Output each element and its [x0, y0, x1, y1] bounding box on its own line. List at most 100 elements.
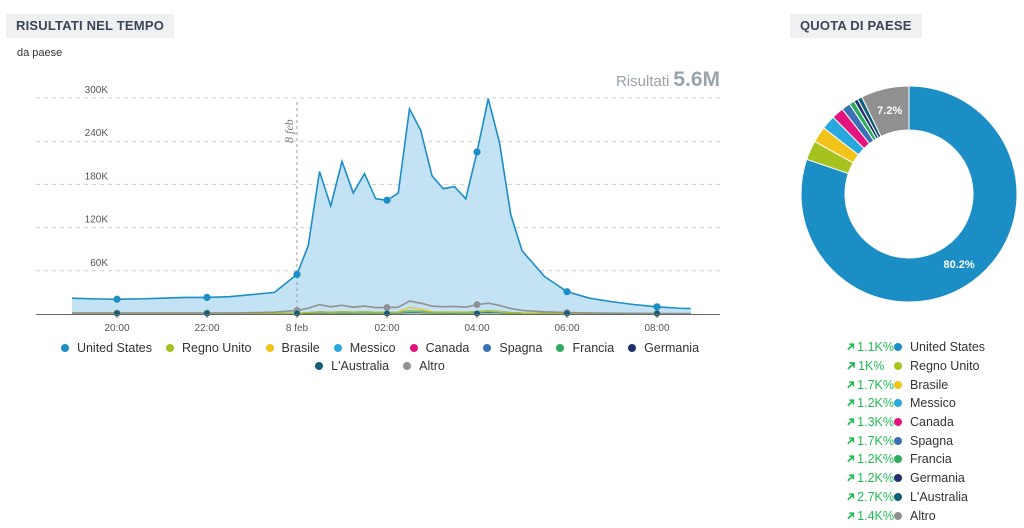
- legend-label: Spagna: [499, 341, 543, 355]
- legend-swatch: [894, 380, 902, 389]
- legend-swatch: [403, 362, 412, 370]
- legend-item-regno-unito[interactable]: Regno Unito: [166, 341, 252, 355]
- legend-label: Spagna: [910, 433, 954, 448]
- trend-up-icon: [847, 493, 855, 501]
- share-row-canada[interactable]: 1.3K% Canada: [846, 413, 985, 432]
- trend-up-icon: [847, 343, 855, 351]
- trend-up-icon: [847, 362, 855, 370]
- timeline-chart: 60K 120K 180K 240K 300K 8 feb 20:00 22:00 8 feb 0…: [36, 85, 720, 334]
- share-row-united-states[interactable]: 1.1K% United States: [846, 338, 985, 357]
- legend-swatch: [483, 344, 492, 352]
- y-tick-label: 300K: [85, 85, 109, 96]
- legend-label: Brasile: [910, 377, 949, 392]
- share-row-messico[interactable]: 1.2K% Messico: [846, 394, 985, 413]
- share-row-francia[interactable]: 1.2K% Francia: [846, 450, 985, 469]
- legend-item-germania[interactable]: Germania: [628, 341, 699, 355]
- timeline-subtitle: da paese: [17, 47, 63, 59]
- legend-swatch: [894, 492, 902, 501]
- y-tick-label: 240K: [85, 128, 109, 139]
- marker-united-states: [293, 270, 301, 278]
- legend-label: Messico: [910, 396, 956, 411]
- series-line-united-states: [71, 98, 691, 310]
- slice-francia: [848, 100, 878, 142]
- slice-canada: [832, 108, 871, 150]
- legend-swatch: [409, 344, 418, 352]
- slice-l-australia: [856, 96, 882, 139]
- change-value: 1.4K%: [846, 509, 894, 523]
- legend-swatch: [894, 362, 902, 371]
- trend-up-icon: [847, 418, 855, 426]
- results-label: Risultati: [615, 73, 670, 90]
- annotation-label: 8 feb: [282, 119, 296, 143]
- legend-swatch: [333, 344, 342, 352]
- legend-label: United States: [910, 340, 986, 355]
- legend-item-altro[interactable]: Altro: [403, 359, 445, 373]
- legend-label: Francia: [572, 341, 615, 355]
- x-tick-label: 20:00: [104, 323, 129, 334]
- legend-item-brasile[interactable]: Brasile: [265, 341, 320, 355]
- change-value: 1K%: [846, 359, 894, 373]
- legend-label: Canada: [425, 341, 470, 355]
- change-value: 1.2K%: [846, 452, 894, 466]
- y-tick-label: 60K: [90, 258, 108, 269]
- legend-swatch: [315, 362, 324, 370]
- x-tick-label: 04:00: [464, 323, 489, 334]
- legend-item-spagna[interactable]: Spagna: [483, 341, 542, 355]
- marker-united-states: [563, 288, 571, 296]
- slice-messico: [822, 116, 865, 156]
- change-value: 1.2K%: [846, 396, 894, 410]
- slice-label-altro: 7.2%: [877, 105, 902, 117]
- share-row-spagna[interactable]: 1.7K% Spagna: [846, 431, 985, 450]
- share-legend: 1.1K% United States 1K% Regno Unito 1.7K% Bra…: [846, 338, 985, 525]
- trend-up-icon: [847, 399, 855, 407]
- legend-item-canada[interactable]: Canada: [409, 341, 470, 355]
- legend-swatch: [894, 343, 902, 352]
- timeline-title: RISULTATI NEL TEMPO: [6, 14, 174, 38]
- legend-label: Altro: [419, 359, 445, 373]
- series-line-regno-unito: [72, 310, 691, 315]
- marker-united-states: [473, 148, 481, 156]
- slice-altro: [861, 85, 910, 138]
- legend-item-l-australia[interactable]: L'Australia: [315, 359, 389, 373]
- share-row-regno-unito[interactable]: 1K% Regno Unito: [846, 357, 985, 376]
- marker-altro: [383, 304, 391, 311]
- legend-label: Altro: [910, 508, 936, 523]
- legend-label: L'Australia: [331, 359, 390, 373]
- y-tick-label: 120K: [85, 215, 109, 226]
- change-value: 1.7K%: [846, 434, 894, 448]
- legend-item-united-states[interactable]: United States: [60, 341, 152, 355]
- slice-united-states: [800, 85, 1018, 303]
- share-title: QUOTA DI PAESE: [790, 14, 922, 38]
- legend-swatch: [894, 399, 902, 408]
- legend-label: Brasile: [281, 341, 320, 355]
- series-line-altro: [72, 300, 691, 315]
- legend-item-francia[interactable]: Francia: [556, 341, 614, 355]
- slice-regno-unito: [806, 140, 854, 175]
- legend-swatch: [894, 511, 902, 520]
- legend-label: L'Australia: [910, 489, 968, 504]
- timeline-legend: United States Regno Unito Brasile Messico Ca…: [40, 341, 720, 373]
- slice-spagna: [841, 103, 875, 145]
- legend-label: Canada: [910, 415, 954, 430]
- trend-up-icon: [847, 511, 855, 519]
- series-area-united-states: [72, 98, 691, 314]
- legend-swatch: [894, 436, 902, 445]
- share-row-altro[interactable]: 1.4K% Altro: [846, 506, 985, 525]
- x-tick-label: 06:00: [554, 323, 579, 334]
- share-row-germania[interactable]: 1.2K% Germania: [846, 469, 985, 488]
- legend-item-messico[interactable]: Messico: [333, 341, 396, 355]
- change-value: 1.7K%: [846, 378, 894, 392]
- share-row-l-australia[interactable]: 2.7K% L'Australia: [846, 488, 985, 507]
- legend-swatch: [556, 344, 565, 352]
- legend-swatch: [894, 418, 902, 427]
- results-total: Risultati 5.6M: [616, 68, 720, 92]
- x-tick-label: 8 feb: [286, 323, 309, 334]
- y-tick-label: 180K: [85, 171, 109, 182]
- x-tick-label: 02:00: [374, 323, 399, 334]
- slice-label-united-states: 80.2%: [944, 259, 975, 271]
- legend-label: Francia: [910, 452, 952, 467]
- share-row-brasile[interactable]: 1.7K% Brasile: [846, 375, 985, 394]
- legend-label: Germania: [644, 341, 700, 355]
- legend-label: Regno Unito: [910, 359, 980, 374]
- legend-swatch: [265, 344, 274, 352]
